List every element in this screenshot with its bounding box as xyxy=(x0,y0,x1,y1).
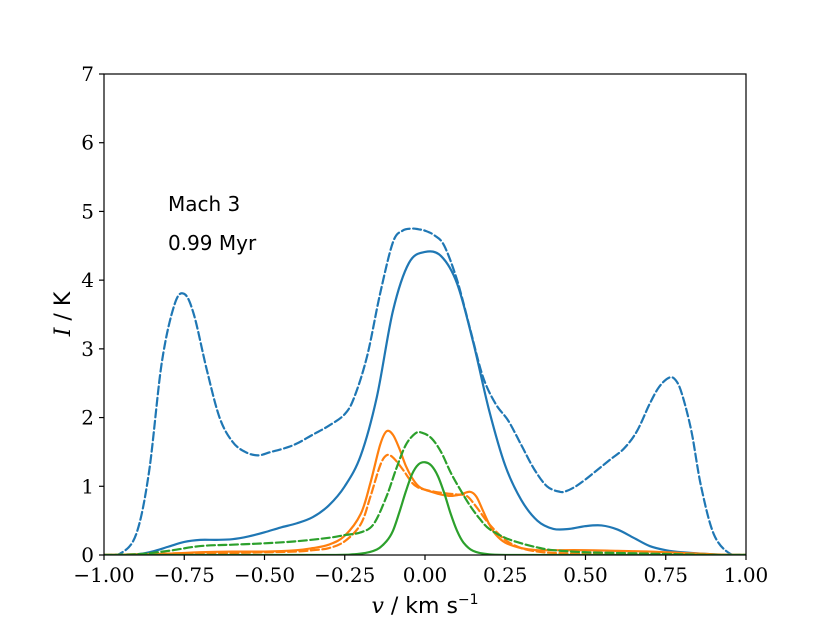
y-tick-label: 0 xyxy=(81,543,94,567)
x-tick-label: −0.75 xyxy=(154,563,215,587)
series-line-2 xyxy=(104,429,746,555)
series-line-3 xyxy=(104,453,746,555)
x-axis-var: v xyxy=(371,594,384,619)
annotation-mach: Mach 3 xyxy=(168,192,240,216)
y-axis-var: I xyxy=(51,326,76,337)
series-line-0 xyxy=(104,250,746,555)
series-line-5 xyxy=(104,430,746,555)
y-axis-sep: / xyxy=(51,306,76,327)
x-tick-label: −1.00 xyxy=(73,563,134,587)
x-tick-label: 0.75 xyxy=(643,563,688,587)
axes-frame xyxy=(103,73,747,556)
x-axis-label: v / km s−1 xyxy=(371,592,478,619)
ticks-layer: −1.00 −0.75 −0.50 −0.25 0.00 0.25 0.50 0.75 1.00… xyxy=(73,62,768,587)
y-tick-label: 5 xyxy=(81,199,94,223)
y-axis-unit: K xyxy=(51,291,76,306)
y-tick-label: 6 xyxy=(81,131,94,155)
x-axis-unit: km s xyxy=(405,594,458,619)
x-tick-label: 0.00 xyxy=(403,563,448,587)
series-layer xyxy=(104,227,746,555)
annotation-time: 0.99 Myr xyxy=(168,231,257,255)
series-line-1 xyxy=(104,227,746,555)
y-tick-label: 4 xyxy=(81,268,94,292)
x-tick-label: 1.00 xyxy=(724,563,769,587)
x-tick-label: −0.25 xyxy=(314,563,375,587)
x-tick-label: 0.25 xyxy=(483,563,528,587)
y-tick-label: 2 xyxy=(81,406,94,430)
series-line-4 xyxy=(104,461,746,555)
y-tick-label: 3 xyxy=(81,337,94,361)
x-tick-label: 0.50 xyxy=(563,563,608,587)
x-tick-label: −0.50 xyxy=(234,563,295,587)
y-axis-label: I / K xyxy=(51,291,76,337)
x-axis-exponent: −1 xyxy=(458,592,479,608)
y-tick-label: 1 xyxy=(81,474,94,498)
x-axis-sep: / xyxy=(384,594,405,619)
y-tick-label: 7 xyxy=(81,62,94,86)
